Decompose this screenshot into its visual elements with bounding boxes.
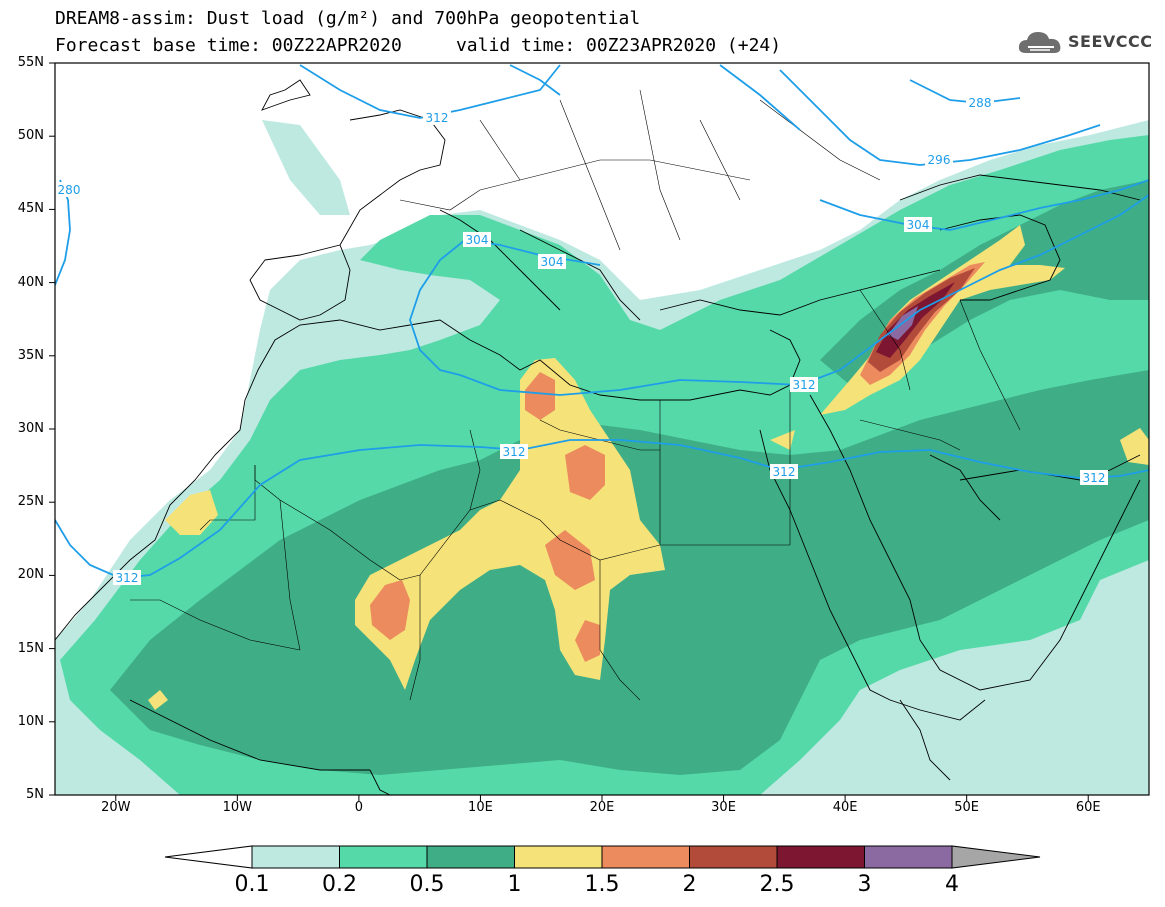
geopotential-contours: [55, 64, 1149, 579]
colorbar-under-arrow: [164, 845, 253, 869]
colorbar-over-arrow: [951, 845, 1041, 869]
colorbar-box: [426, 845, 515, 869]
contour-label: 288: [969, 96, 992, 110]
seevccc-logo: SEEVCCC: [1016, 26, 1156, 60]
colorbar-box: [864, 845, 953, 869]
dust-level-1: [148, 690, 168, 710]
dust-level-0.1: [262, 120, 350, 215]
contour-label-bg: [113, 570, 141, 585]
contour-label: 312: [503, 445, 526, 459]
lon-label: 0: [354, 800, 364, 815]
lat-label: 10N: [17, 713, 44, 729]
coastlines: [55, 79, 1141, 795]
borders: [130, 89, 1021, 701]
colorbar-level-label: 1: [507, 872, 522, 897]
contour-labels: 312 312 304 304 312 312 312 312 304 296 288 280: [55, 95, 1108, 585]
contour-label-bg: [538, 254, 566, 269]
contour-label-bg: [966, 95, 994, 110]
lat-label: 15N: [17, 640, 44, 656]
map-title: DREAM8-assim: Dust load (g/m²) and 700hP…: [55, 8, 641, 29]
colorbar-level-label: 4: [945, 872, 959, 897]
contour-label-bg: [500, 444, 528, 459]
lon-label: 60E: [1075, 800, 1101, 815]
contour-label: 304: [466, 233, 489, 247]
contour-label: 312: [116, 571, 139, 585]
colorbar-box: [251, 845, 340, 869]
colorbar-box: [601, 845, 690, 869]
contour-label: 312: [426, 111, 449, 125]
contour-label-bg: [770, 464, 798, 479]
contour-label-bg: [463, 232, 491, 247]
lon-label: 30E: [711, 800, 736, 815]
map-subtitle: Forecast base time: 00Z22APR2020 valid t…: [55, 35, 782, 56]
dust-level-1.5: [370, 580, 410, 640]
dust-level-1: [165, 490, 218, 535]
colorbar-box: [514, 845, 603, 869]
contour-label-bg: [904, 217, 932, 232]
logo-text: SEEVCCC: [1068, 32, 1153, 51]
lat-label: 55N: [17, 55, 44, 70]
contour-label-bg: [423, 110, 451, 125]
cloud-icon: [1018, 32, 1061, 53]
lon-label: 20W: [101, 800, 131, 815]
colorbar-level-label: 1.5: [584, 872, 620, 897]
dust-level-1.5: [545, 530, 595, 590]
colorbar-level-label: 0.5: [409, 872, 445, 897]
lat-label: 45N: [17, 201, 44, 217]
colorbar-level-label: 0.1: [234, 872, 270, 897]
contour-label: 296: [928, 153, 951, 167]
contour-label-bg: [790, 377, 818, 392]
dust-level-1: [1120, 428, 1149, 465]
lat-label: 35N: [17, 347, 44, 363]
contour-label-bg: [925, 152, 953, 167]
lat-label: 25N: [17, 494, 44, 510]
contour-label: 280: [58, 183, 81, 197]
lat-label: 50N: [17, 128, 44, 144]
contour-label-bg: [55, 182, 83, 197]
lon-label: 40E: [832, 800, 858, 815]
colorbar-box: [339, 845, 428, 869]
dust-level-1: [770, 430, 795, 450]
colorbar-level-label: 3: [857, 872, 872, 897]
dust-level-1.5: [525, 372, 555, 420]
dust-level-1.5: [565, 445, 605, 500]
dust-level-1.5: [575, 620, 600, 662]
dust-level-1: [355, 358, 665, 690]
contour-label-bg: [1080, 470, 1108, 485]
contour-label: 304: [541, 255, 564, 269]
colorbar-level-label: 2.5: [759, 872, 795, 897]
contour-label: 312: [1083, 471, 1106, 485]
lat-label: 40N: [17, 274, 44, 290]
contour-label: 304: [907, 218, 930, 232]
lat-label: 30N: [17, 421, 44, 436]
lon-label: 50E: [954, 800, 980, 815]
lat-label: 20N: [17, 567, 44, 583]
colorbar-level-label: 2: [682, 872, 697, 897]
contour-label: 312: [793, 378, 816, 392]
contour-label: 312: [773, 465, 796, 479]
colorbar-box: [776, 845, 865, 869]
lon-label: 10W: [222, 800, 253, 815]
colorbar-level-label: 0.2: [322, 872, 357, 897]
lat-label: 5N: [26, 787, 44, 802]
lon-label: 10E: [468, 800, 493, 815]
lon-label: 20E: [589, 800, 615, 815]
colorbar-box: [689, 845, 778, 869]
dust-level-2.5: [876, 282, 955, 358]
